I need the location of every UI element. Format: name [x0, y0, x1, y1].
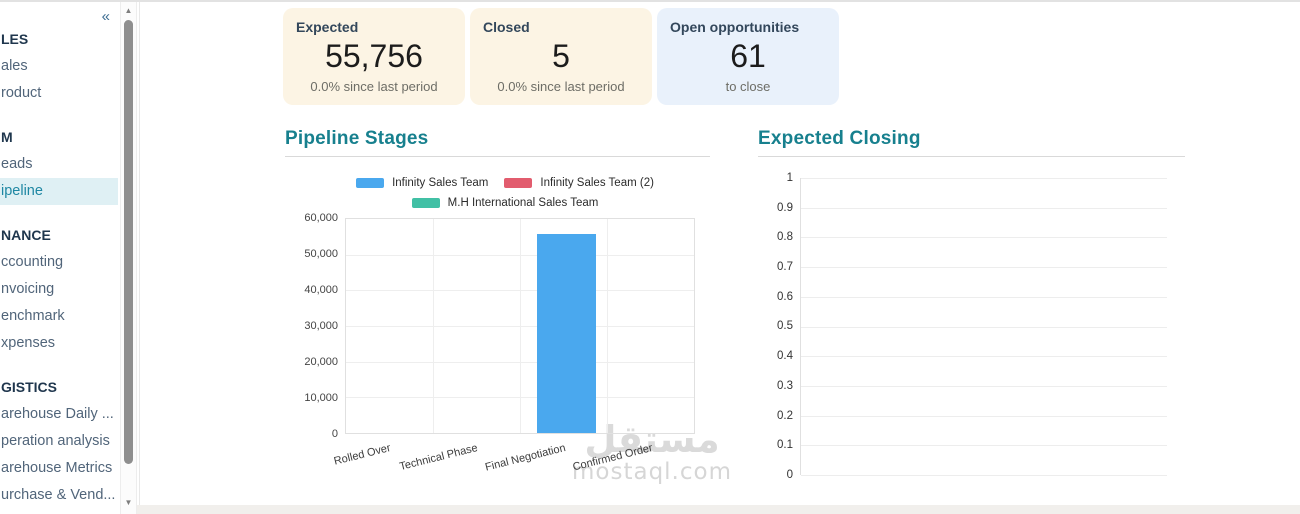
y-tick: 0.8 [777, 231, 793, 243]
y-tick: 0.6 [777, 291, 793, 303]
pipeline-bar[interactable] [537, 234, 596, 433]
kpi-card-open-opportunities: Open opportunities 61 to close [657, 8, 839, 105]
title-underline [285, 156, 710, 157]
sidebar-gap [0, 107, 120, 124]
sidebar-item-pipeline[interactable]: ipeline [0, 178, 118, 205]
expected-closing-plot [800, 178, 1167, 476]
legend-label: Infinity Sales Team (2) [540, 177, 654, 189]
sidebar-item-sales[interactable]: ales [1, 58, 28, 74]
sidebar-item-invoicing[interactable]: nvoicing [1, 281, 55, 297]
kpi-card-closed: Closed 5 0.0% since last period [470, 8, 652, 105]
sidebar-item-warehouse-metrics[interactable]: arehouse Metrics [1, 460, 113, 476]
sidebar-section-logistics: GISTICS [1, 379, 58, 395]
kpi-label: Open opportunities [670, 19, 800, 35]
y-tick: 0.7 [777, 261, 793, 273]
sidebar-section-crm: M [1, 129, 13, 145]
kpi-value: 61 [730, 38, 766, 74]
legend-item-infinity-sales-team-2[interactable]: Infinity Sales Team (2) [504, 177, 654, 189]
sidebar-item-leads[interactable]: eads [1, 156, 33, 172]
scrollbar-thumb[interactable] [124, 20, 133, 464]
gridline [801, 237, 1167, 239]
pipeline-stages-title: Pipeline Stages [285, 128, 429, 149]
sidebar-section-sales: LES [1, 31, 29, 47]
sidebar-section-finance: NANCE [1, 227, 51, 243]
legend-item-mh-international-sales-team[interactable]: M.H International Sales Team [411, 197, 599, 209]
gridline [607, 219, 608, 433]
sidebar-item-expenses[interactable]: xpenses [1, 335, 56, 351]
gridline [801, 207, 1167, 209]
gridline [801, 445, 1167, 447]
y-tick: 10,000 [304, 392, 338, 404]
gridline [801, 326, 1167, 328]
y-tick: 0 [331, 428, 338, 440]
y-tick: 0 [786, 469, 793, 481]
scroll-down-icon[interactable]: ▼ [124, 498, 133, 507]
gridline [801, 415, 1167, 417]
gridline [801, 267, 1167, 269]
top-border [0, 0, 1300, 2]
y-tick: 0.9 [777, 202, 793, 214]
bottom-strip [137, 505, 1300, 514]
pipeline-legend-row-2: M.H International Sales Team [305, 197, 705, 209]
kpi-subtext: to close [725, 79, 771, 94]
sidebar: « LES ales roduct M eads ipeline NANCE c… [0, 2, 120, 514]
legend-swatch-teal [411, 198, 440, 208]
y-tick: 0.3 [777, 380, 793, 392]
legend-label: Infinity Sales Team [392, 177, 489, 189]
scroll-up-icon[interactable]: ▲ [124, 6, 133, 15]
kpi-label: Expected [296, 19, 359, 35]
sidebar-divider [139, 2, 140, 514]
kpi-subtext: 0.0% since last period [310, 79, 438, 94]
y-tick: 0.2 [777, 410, 793, 422]
sidebar-item-benchmark[interactable]: enchmark [1, 308, 65, 324]
gridline [801, 296, 1167, 298]
gridline [520, 219, 521, 433]
y-tick: 60,000 [304, 212, 338, 224]
y-tick: 0.4 [777, 350, 793, 362]
sidebar-item-accounting[interactable]: ccounting [1, 254, 64, 270]
legend-swatch-blue [356, 178, 385, 188]
y-tick: 30,000 [304, 320, 338, 332]
y-tick: 1 [786, 172, 793, 184]
gridline [801, 475, 1167, 476]
sidebar-item-warehouse-daily[interactable]: arehouse Daily ... [1, 406, 114, 422]
kpi-card-expected: Expected 55,756 0.0% since last period [283, 8, 465, 105]
sidebar-item-product[interactable]: roduct [1, 85, 42, 101]
title-underline [758, 156, 1185, 157]
sidebar-scrollbar[interactable]: ▲ ▼ [120, 2, 137, 514]
legend-label: M.H International Sales Team [447, 197, 599, 209]
kpi-value: 55,756 [325, 38, 423, 74]
sidebar-gap [0, 205, 120, 222]
sidebar-item-operation-analysis[interactable]: peration analysis [1, 433, 110, 449]
pipeline-legend-row-1: Infinity Sales Team Infinity Sales Team … [305, 177, 705, 189]
legend-item-infinity-sales-team[interactable]: Infinity Sales Team [356, 177, 488, 189]
sidebar-gap [0, 357, 120, 374]
y-tick: 50,000 [304, 248, 338, 260]
pipeline-stages-plot [345, 218, 695, 434]
kpi-value: 5 [552, 38, 570, 74]
kpi-subtext: 0.0% since last period [497, 79, 625, 94]
sidebar-nav: LES ales roduct M eads ipeline NANCE cco… [0, 26, 120, 509]
sidebar-collapse-icon[interactable]: « [101, 8, 110, 25]
y-tick: 0.1 [777, 439, 793, 451]
y-tick: 0.5 [777, 320, 793, 332]
gridline [801, 178, 1167, 179]
y-tick: 20,000 [304, 356, 338, 368]
gridline [801, 385, 1167, 387]
kpi-label: Closed [483, 19, 530, 35]
main-content: Expected 55,756 0.0% since last period C… [137, 0, 1300, 514]
gridline [801, 356, 1167, 358]
sidebar-item-purchase-vendors[interactable]: urchase & Vend... [1, 487, 116, 503]
expected-closing-title: Expected Closing [758, 128, 921, 149]
gridline [433, 219, 434, 433]
y-tick: 40,000 [304, 284, 338, 296]
legend-swatch-red [504, 178, 533, 188]
